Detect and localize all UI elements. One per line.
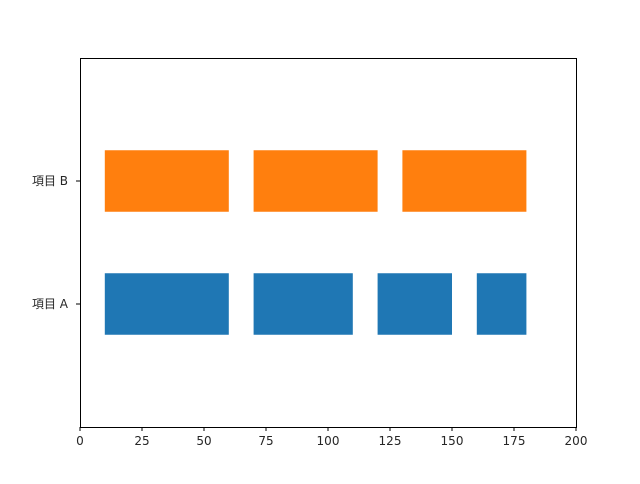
x-tick-label: 125 [379,434,402,448]
y-tick-label: 項目 A [32,297,69,311]
x-tick-label: 0 [76,434,84,448]
x-tick-label: 200 [565,434,588,448]
bar-segment-b-3 [402,150,527,212]
x-tick-label: 175 [503,434,526,448]
plot-frame [80,58,577,428]
bar-segment-a-4 [476,273,527,335]
bars-layer [104,150,527,335]
bar-segment-a-2 [253,273,353,335]
x-tick-label: 50 [196,434,211,448]
bar-segment-b-1 [104,150,229,212]
bar-segment-b-2 [253,150,378,212]
x-tick-label: 75 [258,434,273,448]
y-tick-label: 項目 B [32,174,68,188]
bar-segment-a-3 [377,273,452,335]
x-tick-label: 100 [317,434,340,448]
x-tick-label: 25 [134,434,149,448]
ticks-layer: 0 25 50 75 100 125 150 175 200 項目 A 項目 B [32,174,588,448]
bar-segment-a-1 [104,273,229,335]
x-tick-label: 150 [441,434,464,448]
